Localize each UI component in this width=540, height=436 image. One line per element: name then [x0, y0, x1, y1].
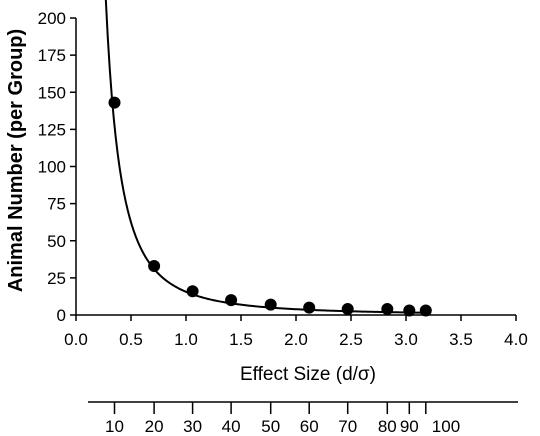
secondary-tick-label: 50: [261, 417, 280, 436]
x-tick-label: 0.0: [64, 330, 88, 349]
data-point: [403, 304, 416, 317]
data-point: [381, 303, 394, 316]
x-tick-label: 3.0: [394, 330, 418, 349]
y-axis-ticks: 0 25 50 75 100 125 150 175 200: [38, 9, 76, 325]
y-tick-label: 0: [57, 306, 66, 325]
y-axis-title: Animal Number (per Group): [5, 29, 27, 292]
y-tick-label: 200: [38, 9, 66, 28]
secondary-tick-label: 80: [378, 417, 397, 436]
data-point: [341, 303, 354, 316]
x-tick-label: 4.0: [504, 330, 528, 349]
data-point: [148, 259, 161, 272]
y-tick-label: 100: [38, 158, 66, 177]
y-tick-label: 175: [38, 46, 66, 65]
x-axis-title: Effect Size (d/σ): [240, 364, 376, 385]
y-tick-label: 150: [38, 83, 66, 102]
y-tick-label: 25: [47, 269, 66, 288]
secondary-tick-label: 10: [105, 417, 124, 436]
secondary-tick-label: 30: [183, 417, 202, 436]
x-tick-label: 0.5: [119, 330, 143, 349]
secondary-tick-label: 60: [300, 417, 319, 436]
x-tick-label: 1.5: [229, 330, 253, 349]
y-tick-label: 125: [38, 120, 66, 139]
secondary-tick-label: 90: [400, 417, 419, 436]
secondary-tick-label: 70: [338, 417, 357, 436]
secondary-tick-label: 100: [432, 417, 460, 436]
secondary-tick-label: 40: [222, 417, 241, 436]
data-point: [186, 285, 199, 298]
y-tick-label: 75: [47, 195, 66, 214]
data-point: [108, 96, 121, 109]
x-tick-label: 2.0: [284, 330, 308, 349]
x-tick-label: 1.0: [174, 330, 198, 349]
y-tick-label: 50: [47, 232, 66, 251]
data-point: [419, 304, 432, 317]
data-point: [303, 301, 316, 314]
secondary-tick-label: 20: [145, 417, 164, 436]
x-tick-label: 3.5: [449, 330, 473, 349]
secondary-axis-ticks: 10 20 30 40 50 60 70 80 90 100: [105, 402, 460, 436]
x-axis-ticks: 0.0 0.5 1.0 1.5 2.0 2.5 3.0 3.5 4.0: [64, 315, 528, 349]
x-tick-label: 2.5: [339, 330, 363, 349]
data-point: [225, 294, 238, 307]
data-point: [264, 298, 277, 311]
data-points: [108, 96, 432, 317]
